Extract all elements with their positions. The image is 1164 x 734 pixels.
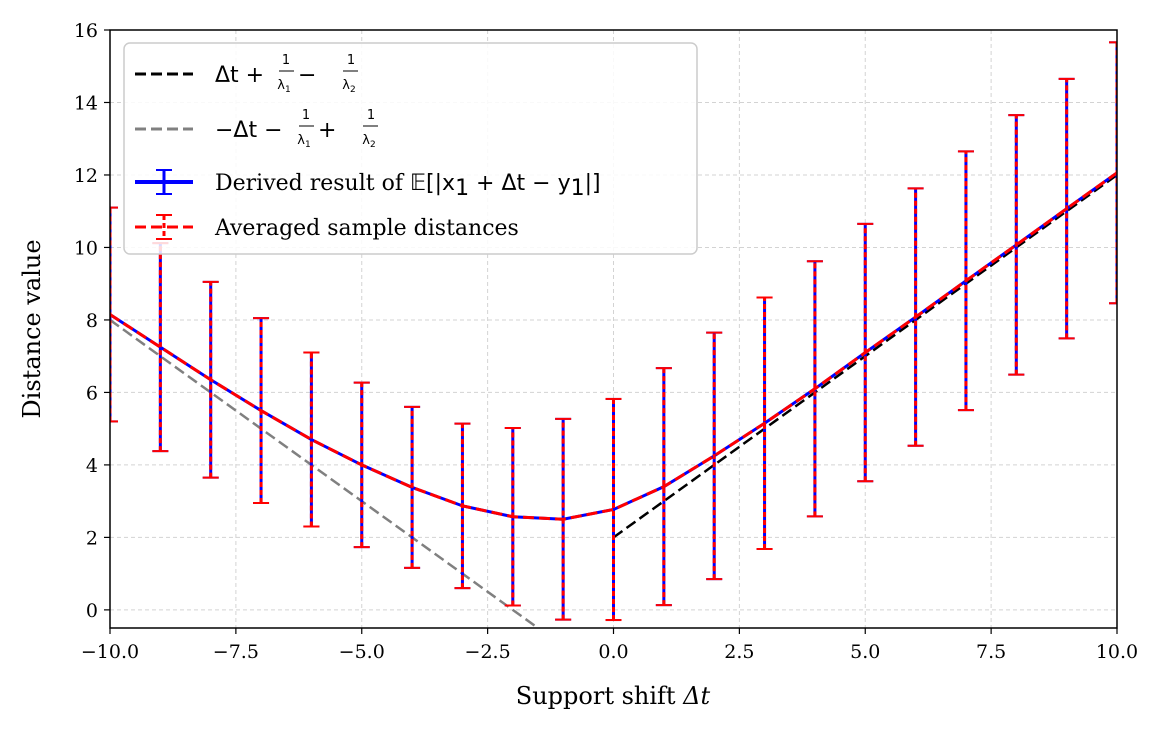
- legend-label-1: Δt + 1 λ1 − 1 λ2: [215, 53, 358, 95]
- x-tick-label-0: −10.0: [81, 641, 139, 663]
- svg-text:λ2: λ2: [362, 133, 375, 150]
- legend-label-4: Averaged sample distances: [214, 216, 519, 241]
- svg-text:1: 1: [282, 53, 290, 68]
- y-tick-label-5: 10: [74, 237, 98, 259]
- x-tick-label-4: 0.0: [598, 641, 628, 663]
- svg-text:1: 1: [367, 108, 375, 123]
- svg-text:Derived result of 𝔼[|x1 + Δt: Derived result of 𝔼[|x1 + Δt − y1|]: [215, 171, 601, 201]
- y-tick-label-2: 4: [86, 455, 98, 477]
- legend-label-3: Derived result of 𝔼[|x1 + Δt − y1|]: [215, 171, 601, 201]
- x-tick-label-3: −2.5: [465, 641, 511, 663]
- legend-swatch-blue-errorbar: [135, 169, 193, 195]
- svg-text:Δt +: Δt +: [215, 63, 264, 88]
- svg-text:λ2: λ2: [342, 78, 355, 95]
- series-line-1: [110, 318, 541, 628]
- x-tick-label-8: 10.0: [1096, 641, 1138, 663]
- y-tick-label-0: 0: [86, 600, 98, 622]
- x-tick-label-6: 5.0: [850, 641, 880, 663]
- svg-text:1: 1: [302, 108, 310, 123]
- x-axis-title: Support shift Δt: [516, 682, 711, 710]
- y-tick-label-3: 6: [86, 382, 98, 404]
- x-tick-label-2: −5.0: [339, 641, 385, 663]
- y-tick-label-7: 14: [74, 92, 98, 114]
- x-tick-label-7: 7.5: [976, 641, 1006, 663]
- y-tick-label-8: 16: [74, 20, 98, 42]
- legend-frame: [123, 42, 698, 255]
- svg-text:−: −: [298, 63, 316, 88]
- legend: Δt + 1 λ1 − 1 λ2 −Δt − 1 λ1 + 1 λ2: [123, 42, 698, 255]
- y-tick-label-4: 8: [86, 310, 98, 332]
- legend-swatch-red-errorbar: [135, 214, 193, 240]
- axes: −10.0 −7.5 −5.0 −2.5 0.0 2.5 5.0 7.5 10.0 0 2 4 6 8 10…: [74, 20, 1138, 663]
- plot-area: [110, 41, 1117, 628]
- svg-text:1: 1: [347, 53, 355, 68]
- y-tick-label-6: 12: [74, 165, 98, 187]
- svg-text:+: +: [318, 118, 336, 143]
- svg-text:λ1: λ1: [277, 78, 290, 95]
- x-tick-label-1: −7.5: [213, 641, 259, 663]
- svg-text:−Δt −: −Δt −: [215, 118, 283, 143]
- y-axis-title: Distance value: [18, 239, 46, 418]
- legend-label-2: −Δt − 1 λ1 + 1 λ2: [215, 108, 378, 150]
- y-tick-label-1: 2: [86, 527, 98, 549]
- x-tick-label-5: 2.5: [724, 641, 754, 663]
- svg-text:λ1: λ1: [297, 133, 310, 150]
- series-line-3: [110, 171, 1117, 521]
